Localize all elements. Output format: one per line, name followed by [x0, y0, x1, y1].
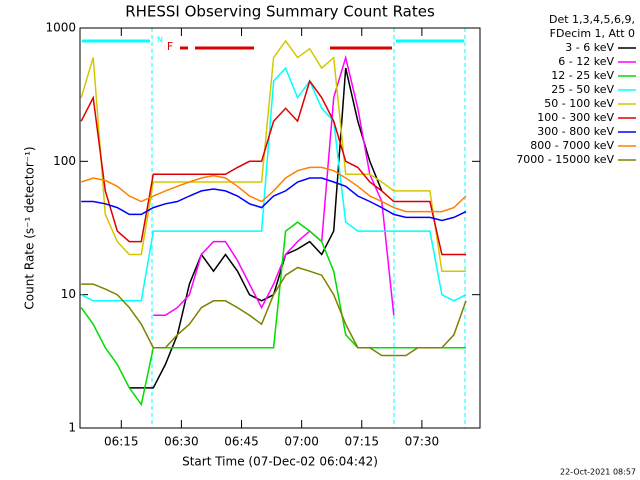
series-line [80, 66, 467, 302]
y-tick-label: 100 [53, 154, 76, 168]
legend-label: 300 - 800 keV [537, 125, 614, 138]
legend-label: 6 - 12 keV [558, 55, 614, 68]
series-line [81, 177, 467, 222]
legend-label: 50 - 100 keV [544, 97, 614, 110]
x-tick-label: 07:30 [405, 435, 440, 449]
chart-title: RHESSI Observing Summary Count Rates [125, 3, 435, 21]
plot-frame [79, 27, 481, 429]
legend-header: Det 1,3,4,5,6,9, [549, 13, 635, 26]
x-tick-label: 07:15 [344, 435, 379, 449]
legend-label: 7000 - 15000 keV [516, 153, 614, 166]
legend-header: FDecim 1, Att 0 [550, 27, 635, 40]
y-tick-label: 1000 [45, 21, 76, 35]
series-line [153, 54, 395, 317]
timestamp: 22-Oct-2021 08:57 [560, 468, 636, 477]
series-line [80, 221, 466, 407]
legend-label: 25 - 50 keV [551, 83, 614, 96]
series-line [80, 79, 466, 256]
legend-label: 100 - 300 keV [537, 111, 614, 124]
annotation: F [167, 40, 173, 53]
legend-label: 800 - 7000 keV [530, 139, 614, 152]
x-tick-label: 06:15 [104, 435, 139, 449]
series-line [81, 266, 467, 357]
x-tick-label: 06:30 [164, 435, 199, 449]
x-tick-label: 06:45 [224, 435, 259, 449]
series-line [80, 39, 466, 272]
annotation: N [157, 36, 163, 45]
series-line [129, 67, 383, 389]
legend-label: 3 - 6 keV [565, 41, 614, 54]
x-axis-label: Start Time (07-Dec-02 06:04:42) [182, 455, 378, 469]
y-tick-label: 1 [68, 421, 76, 435]
legend-label: 12 - 25 keV [551, 69, 614, 82]
y-tick-label: 10 [61, 287, 76, 301]
x-tick-label: 07:00 [284, 435, 319, 449]
y-axis-label: Count Rate (s⁻¹ detector⁻¹) [23, 146, 37, 309]
series-line [80, 166, 467, 213]
flag-bars [82, 28, 466, 428]
